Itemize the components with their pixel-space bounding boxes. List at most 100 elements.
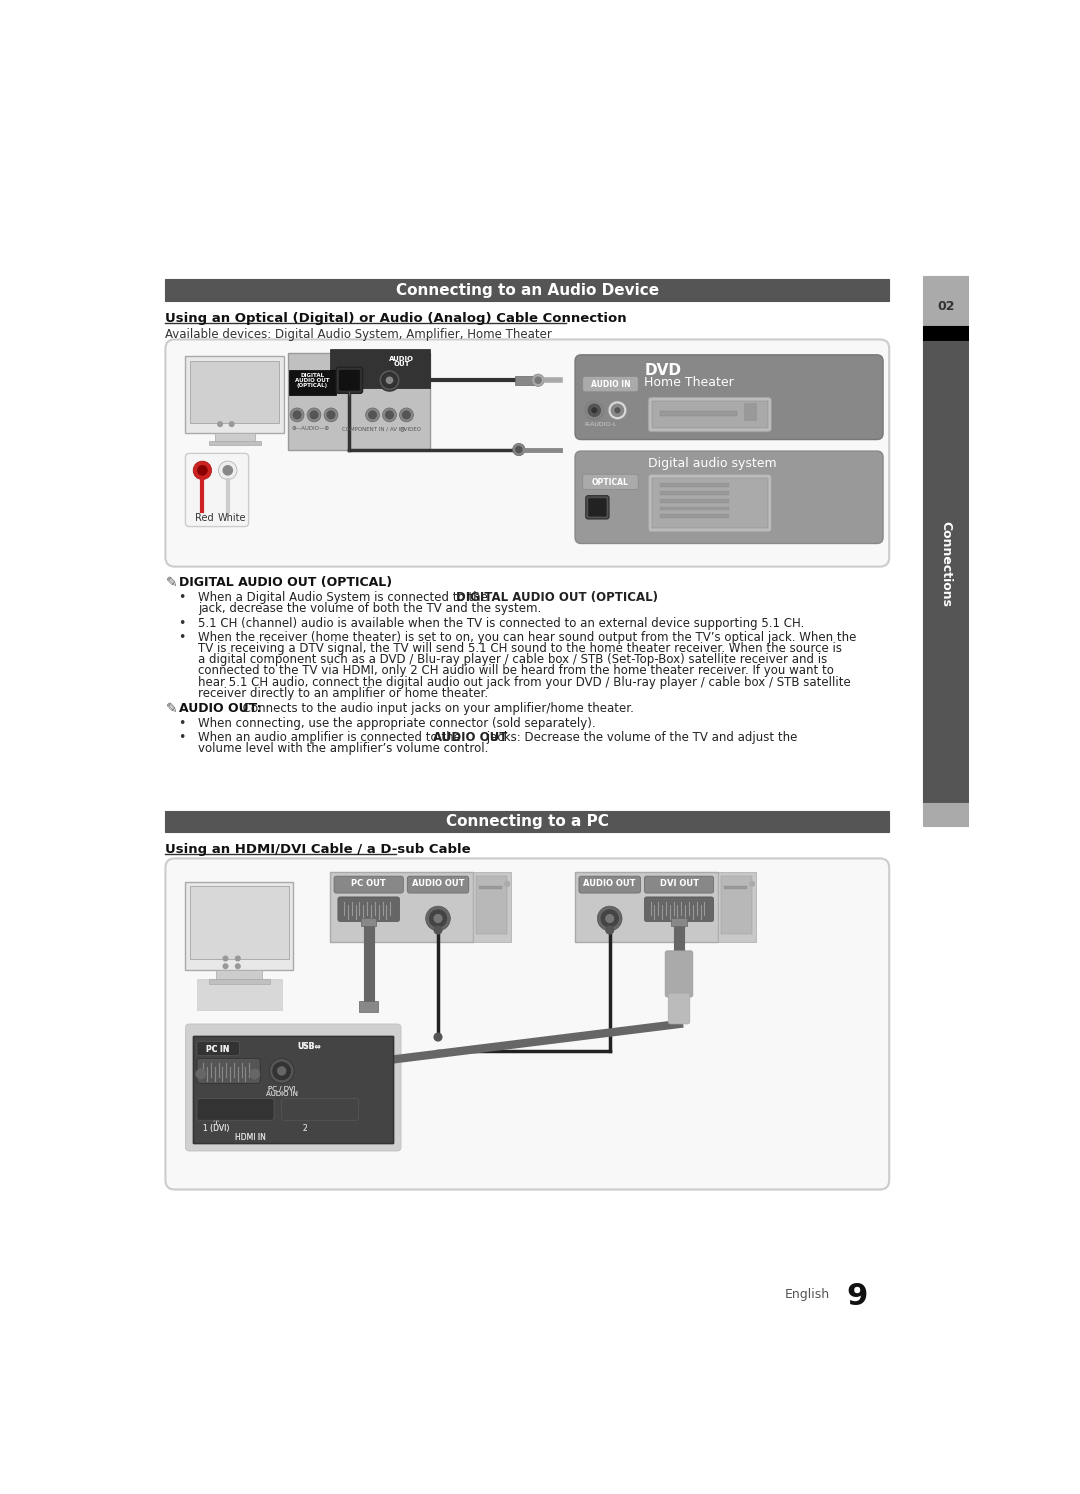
Text: 1 (DVI): 1 (DVI) [203,1123,229,1132]
Bar [186,357,284,433]
Circle shape [608,400,626,420]
Text: Connecting to a PC: Connecting to a PC [446,814,609,829]
Bar [744,403,756,420]
Bar [193,1035,393,1143]
Circle shape [382,408,396,421]
Text: Connections: Connections [940,521,953,607]
Circle shape [434,1034,442,1041]
Text: AUDIO OUT: AUDIO OUT [583,878,636,889]
Text: 2: 2 [302,1123,307,1132]
Circle shape [235,956,240,961]
Circle shape [327,411,335,418]
FancyBboxPatch shape [583,474,638,490]
Bar [923,802,970,826]
Circle shape [235,964,240,968]
Text: •: • [178,717,185,729]
Text: HDMI IN: HDMI IN [235,1132,267,1141]
FancyBboxPatch shape [197,1059,260,1083]
Circle shape [430,910,446,926]
Circle shape [606,914,613,922]
Text: HDMI IN: HDMI IN [235,1132,267,1141]
FancyBboxPatch shape [338,896,400,922]
Text: OPTICAL: OPTICAL [592,478,629,487]
Circle shape [585,400,604,420]
Circle shape [197,1070,205,1079]
Text: Connects to the audio input jacks on your amplifier/home theater.: Connects to the audio input jacks on you… [239,702,634,716]
Circle shape [251,1070,259,1079]
Bar [190,886,288,959]
Circle shape [400,408,414,421]
Bar [288,353,430,450]
Circle shape [387,376,392,384]
Text: AUDIO OUT: AUDIO OUT [411,878,464,889]
Circle shape [229,421,234,426]
Circle shape [426,907,450,931]
Bar [361,919,377,926]
FancyBboxPatch shape [197,1098,274,1120]
Text: Digital audio system: Digital audio system [648,457,777,471]
Bar [652,478,768,527]
Bar [330,872,473,941]
FancyBboxPatch shape [589,498,607,517]
Circle shape [532,374,544,387]
Circle shape [589,403,600,417]
Bar [186,881,294,970]
Text: OUT: OUT [393,362,410,368]
Text: connected to the TV via HDMI, only 2 CH audio will be heard from the home theate: connected to the TV via HDMI, only 2 CH … [198,665,834,677]
Circle shape [218,421,222,426]
Text: a digital component such as a DVD / Blu-ray player / cable box / STB (Set-Top-Bo: a digital component such as a DVD / Blu-… [198,653,827,666]
Bar [672,919,687,926]
Text: 1 (DVI): 1 (DVI) [203,1123,229,1132]
FancyBboxPatch shape [575,356,883,439]
Text: Red: Red [194,514,214,523]
Text: ⊕—AUDIO—⊕: ⊕—AUDIO—⊕ [292,426,329,432]
Bar [330,350,430,388]
FancyBboxPatch shape [665,950,693,996]
Bar [660,411,737,415]
Text: volume level with the amplifier’s volume control.: volume level with the amplifier’s volume… [198,743,488,754]
FancyBboxPatch shape [197,1041,240,1056]
Bar [660,499,729,502]
Text: 02: 02 [937,300,955,312]
Bar [289,371,336,394]
FancyBboxPatch shape [165,859,889,1189]
Text: •: • [178,617,185,629]
Bar [476,875,508,934]
FancyBboxPatch shape [648,474,771,532]
Text: PC IN: PC IN [206,1044,229,1053]
Text: ○VIDEO: ○VIDEO [400,426,421,432]
Circle shape [291,408,305,421]
Text: DIGITAL AUDIO OUT (OPTICAL): DIGITAL AUDIO OUT (OPTICAL) [179,575,392,589]
FancyBboxPatch shape [197,1098,274,1120]
FancyBboxPatch shape [334,875,403,893]
FancyBboxPatch shape [583,376,638,391]
FancyBboxPatch shape [165,339,889,566]
Text: 2: 2 [302,1123,307,1132]
Bar [478,886,502,889]
Text: Home Theater: Home Theater [645,376,734,390]
Text: Using an Optical (Digital) or Audio (Analog) Cable Connection: Using an Optical (Digital) or Audio (Ana… [165,312,627,324]
Circle shape [366,408,379,421]
Text: AUDIO OUT: AUDIO OUT [433,731,507,744]
Text: hear 5.1 CH audio, connect the digital audio out jack from your DVD / Blu-ray pl: hear 5.1 CH audio, connect the digital a… [198,675,851,689]
FancyBboxPatch shape [336,368,363,393]
Bar [660,484,729,487]
Circle shape [616,408,620,412]
Text: AUDIO IN: AUDIO IN [591,381,631,390]
Circle shape [750,881,755,886]
Text: AUDIO: AUDIO [389,356,415,362]
Circle shape [602,910,618,926]
Text: •: • [178,592,185,604]
Text: Connecting to an Audio Device: Connecting to an Audio Device [395,282,659,297]
Bar [216,970,262,979]
Circle shape [273,1062,291,1079]
Bar [473,872,511,941]
Text: •: • [178,630,185,644]
Text: receiver directly to an amplifier or home theater.: receiver directly to an amplifier or hom… [198,687,488,699]
Circle shape [193,462,212,480]
Bar [193,1035,393,1143]
Circle shape [224,466,232,475]
Circle shape [592,408,596,412]
FancyBboxPatch shape [282,1098,359,1120]
Bar [360,1001,378,1013]
